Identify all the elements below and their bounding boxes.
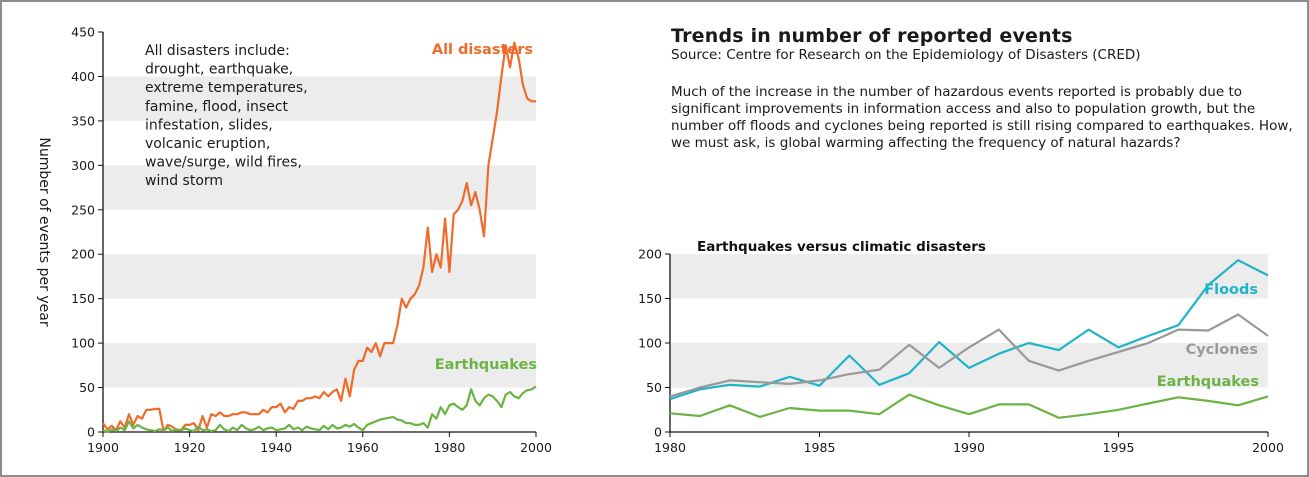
y-tick-label: 150	[638, 291, 662, 306]
grid-band	[103, 343, 536, 388]
y-axis-title: Number of events per year	[36, 137, 52, 326]
grid-band	[103, 165, 536, 210]
note-line: wind storm	[145, 173, 223, 189]
note-line: famine, flood, insect	[145, 99, 289, 115]
y-tick-label: 150	[71, 291, 95, 306]
series-line-earthquakes	[669, 393, 1269, 419]
note-line: wave/surge, wild fires,	[145, 155, 302, 171]
y-tick-label: 250	[71, 202, 95, 217]
y-tick-label: 300	[71, 158, 95, 173]
series-label-earthquakes: Earthquakes	[1157, 374, 1259, 390]
note-line: volcanic eruption,	[145, 136, 270, 152]
x-tick-label: 1920	[174, 440, 206, 455]
series-label-all-disasters: All disasters	[432, 42, 533, 58]
series-label-earthquakes: Earthquakes	[435, 357, 537, 373]
y-tick-label: 100	[71, 336, 95, 351]
y-tick-label: 450	[71, 25, 95, 40]
header-text-block: Trends in number of reported events Sour…	[671, 25, 1301, 152]
x-tick-label: 1960	[347, 440, 379, 455]
source-line: Source: Centre for Research on the Epide…	[671, 47, 1141, 63]
note-all-disasters-include: All disasters include: drought, earthquak…	[145, 43, 308, 189]
y-tick-label: 50	[79, 380, 95, 395]
y-tick-label: 200	[638, 247, 662, 262]
x-tick-label: 1985	[804, 440, 836, 455]
x-tick-label: 1900	[87, 440, 119, 455]
page-title: Trends in number of reported events	[671, 25, 1073, 47]
x-tick-label: 1980	[654, 440, 686, 455]
y-tick-label: 0	[654, 425, 662, 440]
x-tick-label: 1995	[1103, 440, 1135, 455]
grid-band	[670, 343, 1268, 388]
y-tick-label: 50	[646, 380, 662, 395]
note-line: drought, earthquake,	[145, 62, 293, 78]
x-tick-label: 2000	[1252, 440, 1284, 455]
grid-band	[103, 76, 536, 121]
left-chart-all-disasters-vs-earthquakes: 0 50 100 150 200 250 300 350 400 450 1900 1920 1940 1…	[36, 25, 552, 456]
y-tick-label: 0	[87, 425, 95, 440]
note-line: All disasters include:	[145, 43, 290, 59]
x-tick-label: 2000	[520, 440, 552, 455]
x-tick-label: 1940	[260, 440, 292, 455]
body-paragraph: Much of the increase in the number of ha…	[671, 84, 1293, 151]
x-tick-label: 1980	[433, 440, 465, 455]
y-tick-label: 350	[71, 113, 95, 128]
y-tick-label: 100	[638, 336, 662, 351]
grid-band	[103, 254, 536, 299]
series-label-cyclones: Cyclones	[1186, 342, 1258, 358]
x-tick-label: 1990	[953, 440, 985, 455]
y-tick-label: 200	[71, 247, 95, 262]
note-line: infestation, slides,	[145, 117, 273, 133]
note-line: extreme temperatures,	[145, 80, 308, 96]
series-label-floods: Floods	[1204, 282, 1258, 298]
y-tick-label: 400	[71, 69, 95, 84]
series-line-cyclones	[669, 313, 1269, 398]
grid-band	[670, 254, 1268, 299]
right-chart-title: Earthquakes versus climatic disasters	[697, 239, 986, 255]
series-line-earthquakes	[102, 385, 537, 434]
